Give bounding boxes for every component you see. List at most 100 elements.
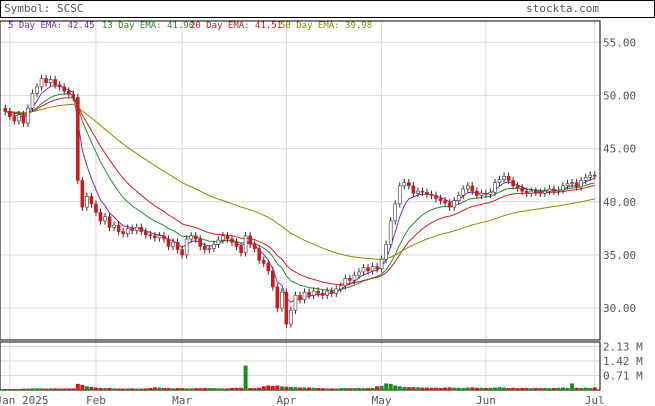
candle-body [361,267,366,273]
price-tick-label: 35.00 [603,249,636,262]
volume-bar [538,388,543,390]
candle-body [12,116,17,122]
date-tick-label: May [372,394,392,406]
volume-bar [316,387,321,390]
volume-bar [261,386,266,390]
candle-body [407,182,411,187]
volume-bar [21,388,26,390]
volume-bars [3,365,597,390]
candle-body [456,195,461,202]
candle-body [280,291,284,309]
volume-bar [12,388,17,390]
candle-body [139,226,144,232]
candle-body [207,248,212,250]
volume-bar [583,387,588,390]
volume-bar [266,385,271,390]
candle-body [98,212,103,222]
volume-bar [284,386,289,390]
volume-bar [48,388,53,390]
candle-body [524,190,529,194]
candle-body [302,291,307,300]
volume-bar [492,387,497,390]
volume-bar [320,388,325,390]
candle-body [71,94,76,98]
candle-body [116,224,121,232]
candle-body [420,190,425,193]
volume-bar [524,387,529,390]
volume-bar [257,387,262,390]
volume-bar [243,365,248,390]
price-tick-label: 40.00 [603,196,636,209]
date-tick-label: Apr [276,394,296,406]
volume-bar [202,387,207,390]
volume-bar [175,387,180,390]
candle-body [153,235,157,239]
candle-body [252,244,257,249]
candle-body [447,202,452,208]
price-axis: 30.00 35.00 40.00 45.00 50.00 55.00 [603,36,636,315]
date-tick-label: Mar [172,394,192,406]
volume-bar [388,383,393,390]
volume-bar [62,388,67,390]
candle-body [307,291,311,296]
candle-body [348,278,352,281]
candle-body [411,185,416,194]
volume-bar [171,388,176,390]
candle-body [180,249,184,256]
candle-body [266,263,271,272]
volume-tick-label: 2.13 M [603,340,643,353]
volume-bar [533,387,538,390]
volume-bar [66,388,71,390]
candle-body [334,288,339,294]
candle-body [320,292,325,296]
candle-body [574,182,579,188]
candle-body [202,246,207,250]
volume-bar [542,387,547,390]
volume-bar [302,387,307,390]
candle-body [66,90,71,95]
site-link[interactable]: stockta.com [526,2,599,15]
volume-bar [93,387,98,390]
candle-body [171,241,175,247]
candle-body [270,270,275,288]
volume-bar [343,387,348,390]
volume-bar [189,388,194,390]
volume-bar [248,387,253,390]
volume-bar [438,387,443,390]
volume-bar [184,388,189,390]
volume-bar [465,387,470,390]
candle-body [552,188,556,192]
candle-body [325,290,330,296]
candle-body [461,188,466,196]
volume-bar [511,387,516,390]
candle-body [17,114,21,122]
candle-body [375,266,379,270]
volume-bar [152,387,157,390]
volume-bar [402,386,407,390]
candle-body [515,185,520,189]
candle-body [193,235,198,240]
volume-bar [125,388,130,390]
candle-body [397,185,402,205]
volume-bar [393,385,398,390]
volume-bar [229,387,234,390]
volume-bar [429,387,434,390]
candle-body [198,238,203,247]
volume-bar [334,388,339,390]
candle-body [225,235,230,240]
volume-tick-label: 1.42 M [603,355,643,368]
candle-body [388,220,393,245]
candle-body [511,180,515,187]
candle-body [429,194,434,196]
candle-body [76,97,80,181]
volume-bar [361,388,366,390]
candle-body [44,78,48,83]
volume-bar [130,388,135,390]
volume-bar [30,388,35,390]
volume-bar [161,387,166,390]
date-tick-label: Feb [86,394,106,406]
price-tick-label: 45.00 [603,143,636,156]
candle-body [547,188,552,192]
candle-body [230,238,234,243]
